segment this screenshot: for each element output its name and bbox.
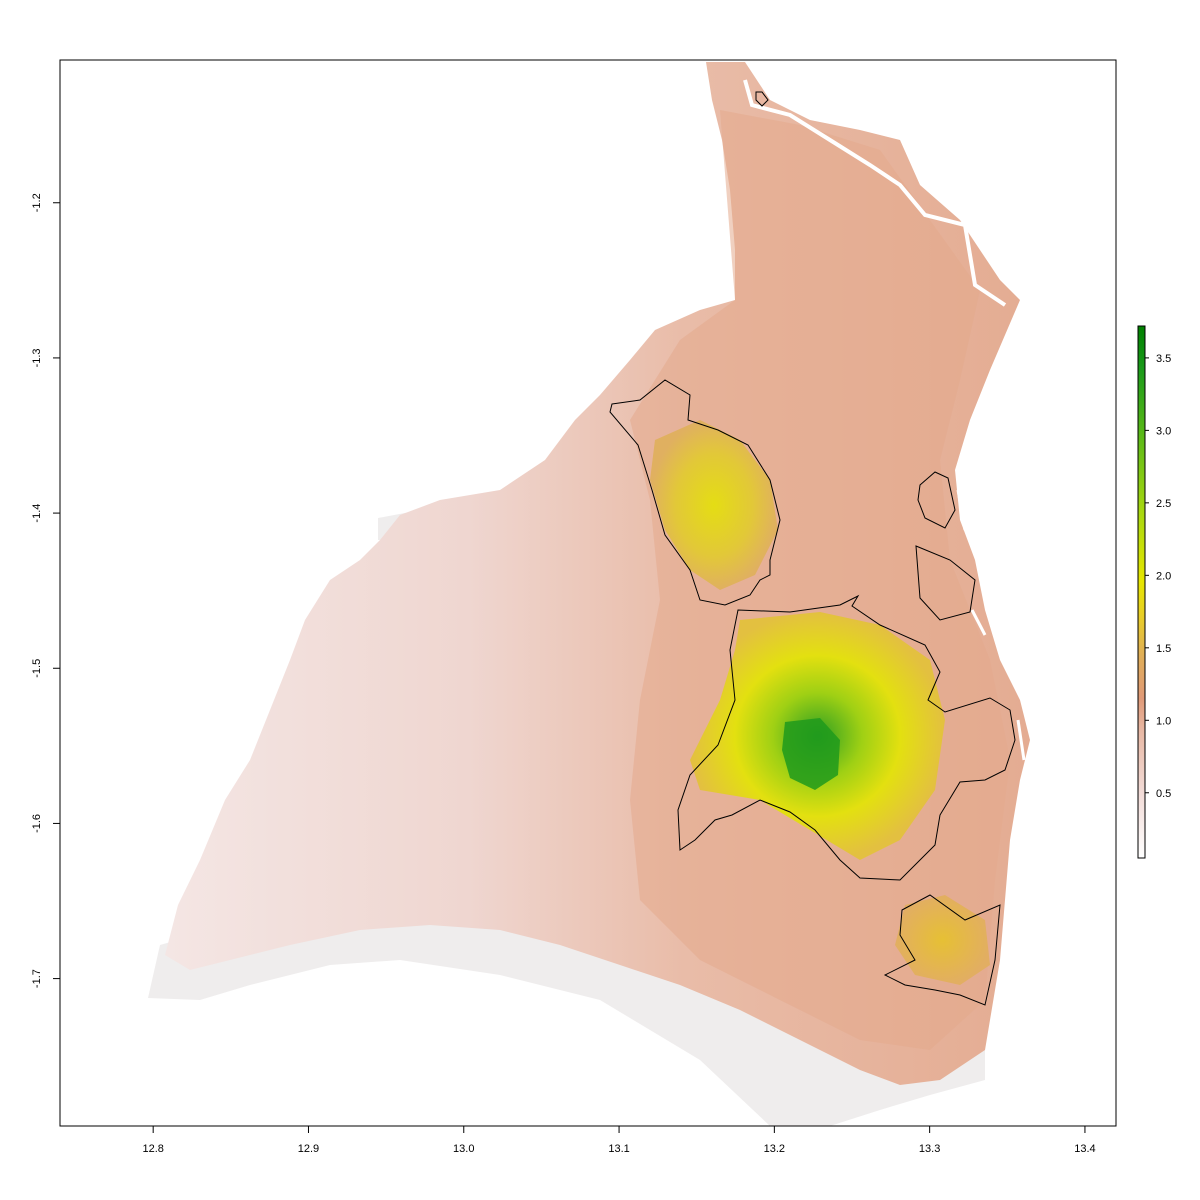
- legend-tick-label: 2.0: [1156, 570, 1171, 582]
- y-tick-label: -1.5: [31, 659, 43, 678]
- plot-frame: [59, 59, 1117, 1127]
- nodata-streak-e: [956, 489, 1026, 761]
- x-tick-label: 13.2: [764, 1143, 785, 1155]
- y-tick-label: -1.2: [31, 193, 43, 212]
- legend-tick-label: 3.0: [1156, 425, 1171, 437]
- x-tick-label: 13.4: [1074, 1143, 1095, 1155]
- legend-tick-label: 3.5: [1156, 353, 1171, 365]
- y-axis: -1.2 -1.3 -1.4 -1.5 -1.6 -1.7: [31, 193, 60, 988]
- legend-colorbar: [1137, 325, 1146, 859]
- contour-lines: [609, 91, 1016, 1006]
- x-tick-label: 12.8: [142, 1143, 163, 1155]
- y-tick-label: -1.3: [31, 348, 43, 367]
- hotspot-core: [782, 718, 840, 790]
- y-tick-label: -1.4: [31, 504, 43, 523]
- x-tick-label: 13.0: [453, 1143, 474, 1155]
- hotspot-se: [895, 895, 990, 985]
- y-tick-label: -1.6: [31, 814, 43, 833]
- x-axis: 12.8 12.9 13.0 13.1 13.2 13.3 13.4: [142, 1126, 1096, 1155]
- hotspot-nw: [650, 420, 778, 590]
- y-tick-label: -1.7: [31, 969, 43, 988]
- x-tick-label: 12.9: [298, 1143, 319, 1155]
- legend-tick-label: 0.5: [1156, 788, 1171, 800]
- nodata-streak-ne: [743, 79, 1007, 307]
- legend-tick-label: 2.5: [1156, 498, 1171, 510]
- nodata-band: [148, 885, 985, 1126]
- x-tick-label: 13.3: [919, 1143, 940, 1155]
- legend-tick-label: 1.0: [1156, 715, 1171, 727]
- legend-ticks: 0.5 1.0 1.5 2.0 2.5 3.0 3.5: [1145, 353, 1171, 800]
- x-tick-label: 13.1: [608, 1143, 629, 1155]
- legend-tick-label: 1.5: [1156, 643, 1171, 655]
